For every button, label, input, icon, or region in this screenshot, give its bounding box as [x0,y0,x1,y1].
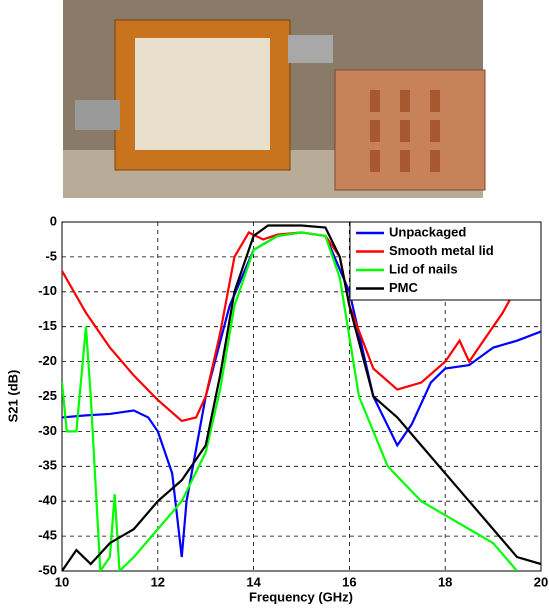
legend-label: Unpackaged [389,224,466,239]
y-tick-label: 0 [50,213,57,228]
x-tick-label: 18 [438,574,452,589]
y-tick-label: -15 [38,318,57,333]
x-axis-label: Frequency (GHz) [249,589,353,604]
y-tick-label: -20 [38,353,57,368]
photo [63,0,486,198]
legend-label: Smooth metal lid [389,243,494,258]
x-tick-label: 16 [342,574,356,589]
y-tick-label: -35 [38,458,57,473]
y-tick-label: -50 [38,562,57,577]
substrate [135,38,270,150]
y-tick-label: -10 [38,283,57,298]
connector [288,35,333,63]
nails [370,90,440,172]
y-tick-label: -30 [38,423,57,438]
x-tick-label: 10 [55,574,69,589]
connector [75,100,120,130]
series-line [62,231,518,571]
series-line [62,224,541,571]
y-tick-label: -45 [38,528,57,543]
y-tick-label: -25 [38,388,57,403]
y-axis-label: S21 (dB) [5,370,20,423]
series-group [62,224,541,571]
legend-box [349,221,542,301]
y-tick-label: -40 [38,493,57,508]
y-tick-label: -5 [45,248,57,263]
legend-label: PMC [389,280,419,295]
x-tick-label: 14 [246,574,261,589]
x-tick-label: 12 [151,574,165,589]
legend-label: Lid of nails [389,261,458,276]
x-tick-label: 20 [534,574,548,589]
